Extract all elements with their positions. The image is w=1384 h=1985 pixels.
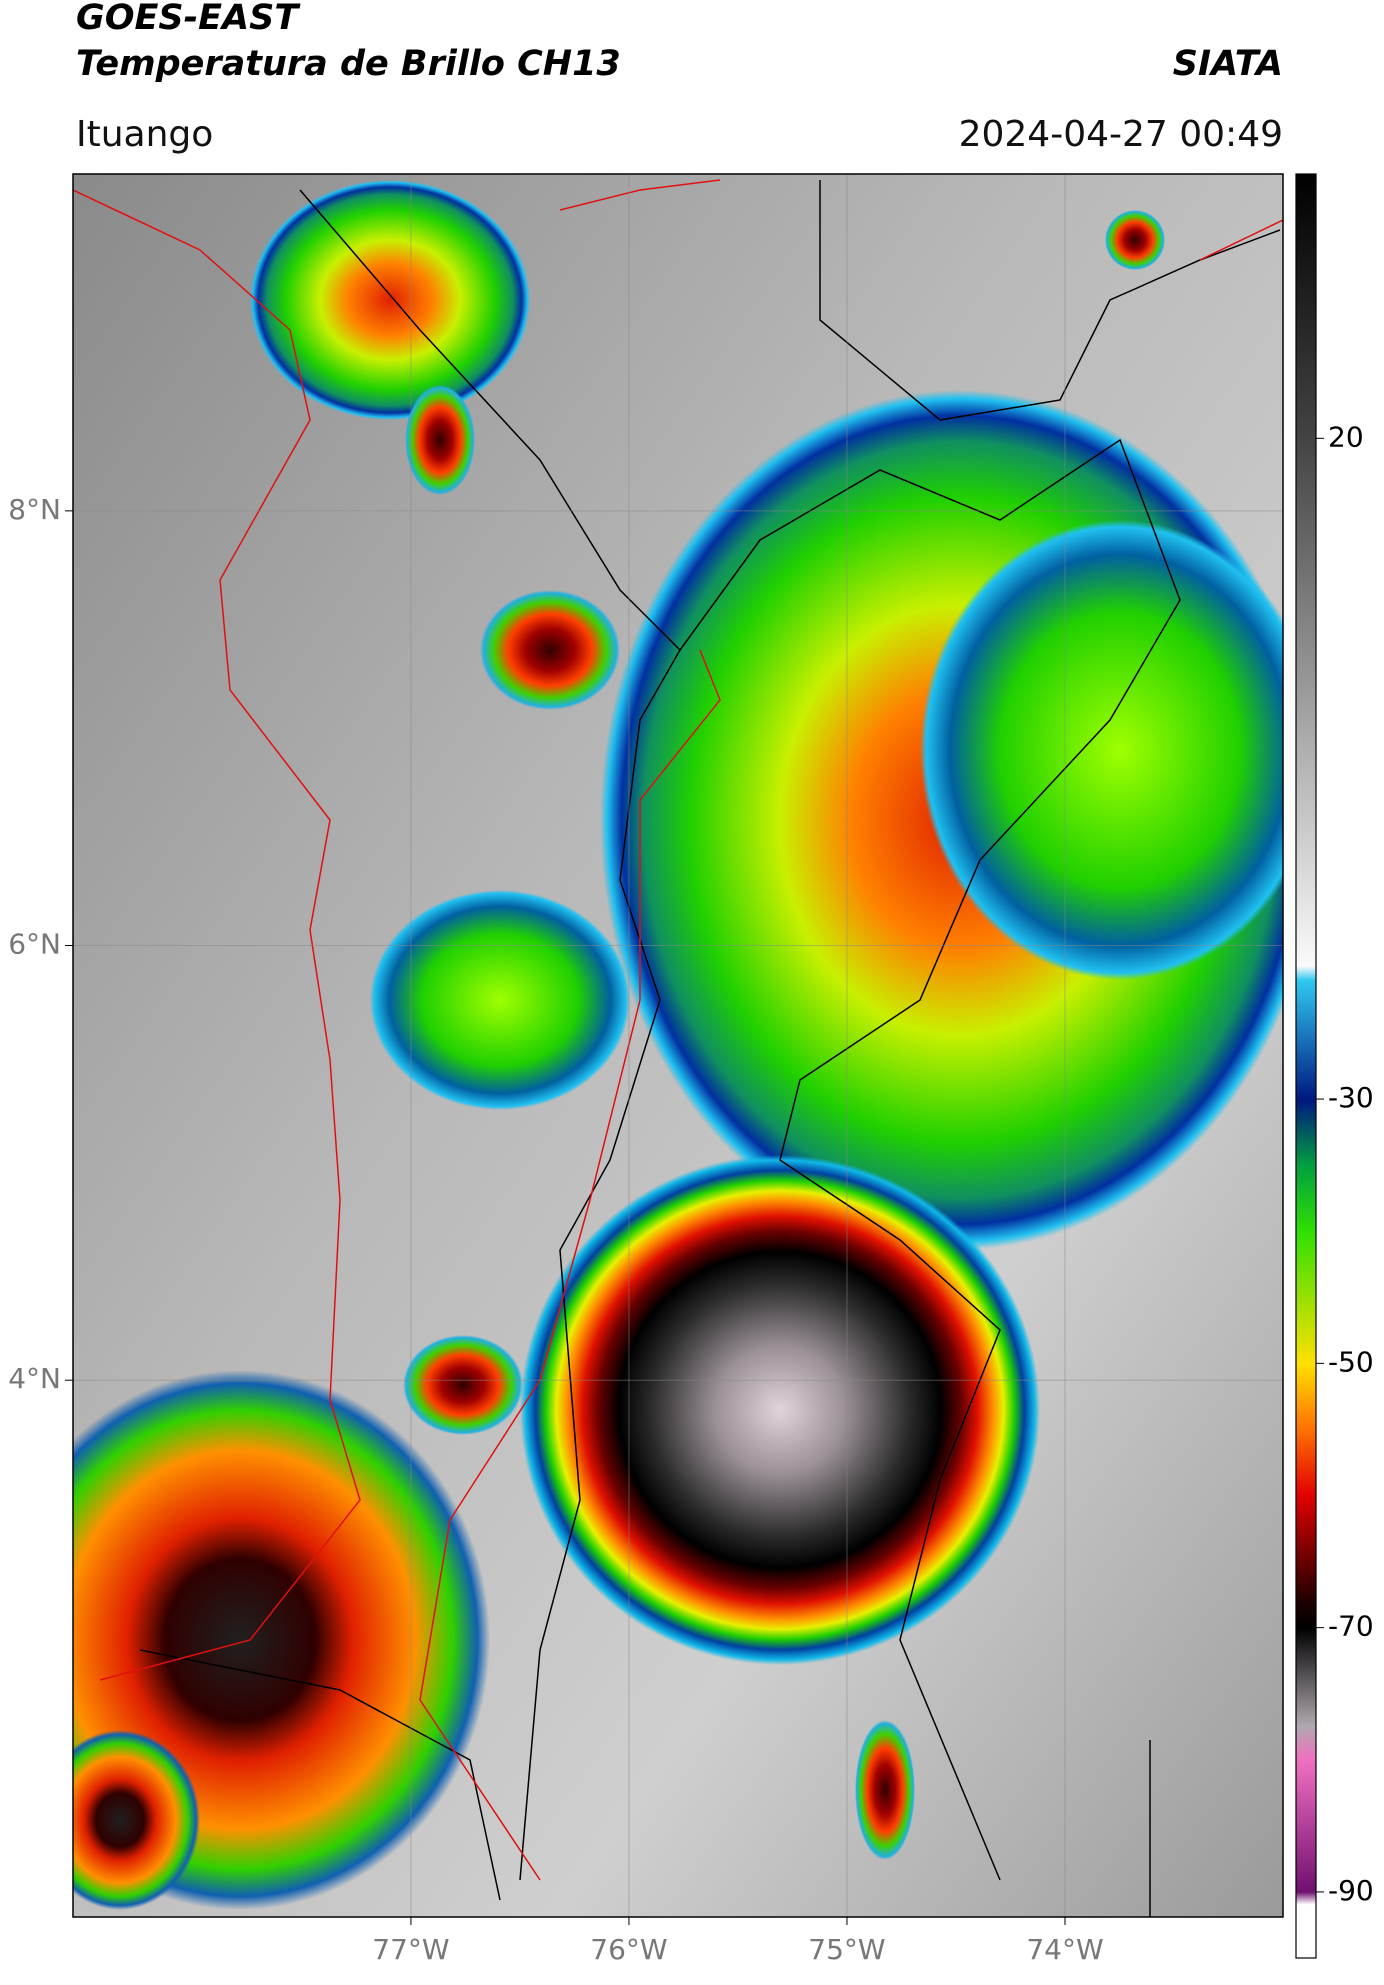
- subtitle: Temperatura de Brillo CH13: [76, 44, 621, 84]
- y-tick-label: 8°N: [8, 493, 61, 526]
- colorbar-tick-label: -30: [1328, 1081, 1374, 1114]
- location: Ituango: [76, 114, 213, 155]
- map-frame: [72, 173, 1284, 1918]
- datetime: 2024-04-27 00:49: [959, 114, 1283, 155]
- graticule: [73, 174, 1283, 1917]
- y-tick-label: 6°N: [8, 928, 61, 961]
- y-tick-label: 4°N: [8, 1362, 61, 1395]
- x-tick-label: 76°W: [590, 1933, 667, 1966]
- colorbar-tick-label: 20: [1328, 420, 1364, 453]
- colorbar: [1295, 173, 1317, 1959]
- x-tick-label: 74°W: [1026, 1933, 1103, 1966]
- imagery: [73, 174, 1283, 1917]
- x-tick-label: 75°W: [808, 1933, 885, 1966]
- source: SIATA: [1173, 44, 1283, 84]
- colorbar-tick-label: -90: [1328, 1874, 1374, 1907]
- title: GOES-EAST: [76, 0, 301, 38]
- colorbar-tick-label: -50: [1328, 1345, 1374, 1378]
- colorbar-tick-label: -70: [1328, 1610, 1374, 1643]
- x-tick-label: 77°W: [372, 1933, 449, 1966]
